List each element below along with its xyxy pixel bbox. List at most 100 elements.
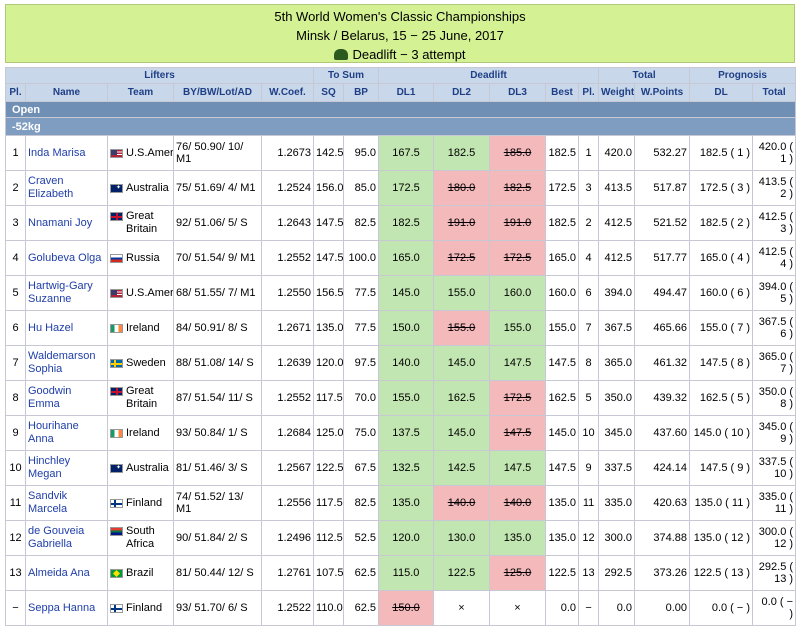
wcoef-cell: 1.2496 xyxy=(260,520,315,556)
wpoints-cell: 0.00 xyxy=(634,590,691,626)
dl2-cell: 172.5 xyxy=(433,240,491,276)
flag-ru-icon xyxy=(110,253,123,263)
team-name: Finland xyxy=(126,496,163,509)
best-cell: 135.0 xyxy=(545,520,580,556)
weight-cell: 367.5 xyxy=(598,310,636,346)
lifter-info: 76/ 50.90/ 10/ M1 xyxy=(173,135,262,171)
wcoef-cell: 1.2639 xyxy=(260,345,315,381)
wpoints-cell: 420.63 xyxy=(634,485,691,521)
wcoef-cell: 1.2556 xyxy=(260,485,315,521)
results-table: Lifters To Sum Deadlift Total Prognosis … xyxy=(4,67,797,626)
bp-cell: 67.5 xyxy=(343,450,380,486)
dl2-cell: 191.0 xyxy=(433,205,491,241)
team-name: Great Britain xyxy=(126,210,158,235)
team-cell: U.S.America xyxy=(107,135,174,171)
col-pl: Pl. xyxy=(5,83,26,102)
lifter-name-link[interactable]: Nnamani Joy xyxy=(25,205,108,241)
dl-place-cell: 1 xyxy=(578,135,600,171)
sq-cell: 147.5 xyxy=(313,205,345,241)
table-row: 3 Nnamani Joy Great Britain 92/ 51.06/ 5/ S… xyxy=(5,205,797,241)
team-cell: Australia xyxy=(107,450,174,486)
wcoef-cell: 1.2671 xyxy=(260,310,315,346)
wpoints-cell: 437.60 xyxy=(634,415,691,451)
place: 3 xyxy=(5,205,26,241)
dl2-value: 155.0 xyxy=(447,322,476,334)
dl2-value: 180.0 xyxy=(447,182,476,194)
place: 6 xyxy=(5,310,26,346)
lifter-name-link[interactable]: Craven Elizabeth xyxy=(25,170,108,206)
bp-cell: 82.5 xyxy=(343,205,380,241)
wpoints-cell: 517.77 xyxy=(634,240,691,276)
bp-cell: 75.0 xyxy=(343,415,380,451)
weight-cell: 412.5 xyxy=(598,205,636,241)
dl3-cell: 155.0 xyxy=(489,310,547,346)
prognosis-total-cell: 300.0 ( 12 ) xyxy=(752,520,797,556)
wpoints-cell: 494.47 xyxy=(634,275,691,311)
event-label: Deadlift − 3 attempt xyxy=(352,47,466,62)
prognosis-dl-cell: 165.0 ( 4 ) xyxy=(689,240,754,276)
dl-place-cell: 10 xyxy=(578,415,600,451)
col-dl2: DL2 xyxy=(433,83,491,102)
col-bp: BP xyxy=(343,83,380,102)
weight-cell: 365.0 xyxy=(598,345,636,381)
dl1-cell: 135.0 xyxy=(378,485,435,521)
lifter-name-link[interactable]: Inda Marisa xyxy=(25,135,108,171)
lifter-name-link[interactable]: de Gouveia Gabriella xyxy=(25,520,108,556)
table-row: 4 Golubeva Olga Russia 70/ 51.54/ 9/ M1 1.25… xyxy=(5,240,797,276)
wcoef-cell: 1.2552 xyxy=(260,380,315,416)
dl2-cell: 145.0 xyxy=(433,415,491,451)
team-name: Australia xyxy=(126,461,169,474)
prognosis-total-cell: 367.5 ( 6 ) xyxy=(752,310,797,346)
flag-us-icon xyxy=(110,288,123,298)
dl3-value: 182.5 xyxy=(503,182,532,194)
lifter-name-link[interactable]: Hourihane Anna xyxy=(25,415,108,451)
best-cell: 162.5 xyxy=(545,380,580,416)
prognosis-dl-cell: 172.5 ( 3 ) xyxy=(689,170,754,206)
col-best: Best xyxy=(545,83,580,102)
best-cell: 182.5 xyxy=(545,205,580,241)
dl2-value: 140.0 xyxy=(447,497,476,509)
place: 8 xyxy=(5,380,26,416)
wpoints-cell: 517.87 xyxy=(634,170,691,206)
weight-cell: 420.0 xyxy=(598,135,636,171)
lifter-name-link[interactable]: Hu Hazel xyxy=(25,310,108,346)
bp-cell: 97.5 xyxy=(343,345,380,381)
col-team: Team xyxy=(107,83,174,102)
flag-au-icon xyxy=(110,182,123,195)
lifter-name-link[interactable]: Seppa Hanna xyxy=(25,590,108,626)
wcoef-cell: 1.2684 xyxy=(260,415,315,451)
prognosis-total-cell: 412.5 ( 4 ) xyxy=(752,240,797,276)
lifter-name-link[interactable]: Waldemarson Sophia xyxy=(25,345,108,381)
team-name: Great Britain xyxy=(126,385,158,410)
dl2-cell: 162.5 xyxy=(433,380,491,416)
flag-ie-icon xyxy=(110,428,123,438)
lifter-name-link[interactable]: Hinchley Megan xyxy=(25,450,108,486)
team-name: Finland xyxy=(126,601,163,614)
lifter-name-link[interactable]: Hartwig-Gary Suzanne xyxy=(25,275,108,311)
wcoef-cell: 1.2552 xyxy=(260,240,315,276)
prognosis-total-cell: 345.0 ( 9 ) xyxy=(752,415,797,451)
dl3-cell: 135.0 xyxy=(489,520,547,556)
col-wpoints: W.Points xyxy=(634,83,691,102)
sq-cell: 156.5 xyxy=(313,275,345,311)
prognosis-total-cell: 335.0 ( 11 ) xyxy=(752,485,797,521)
col-dl1: DL1 xyxy=(378,83,435,102)
lifter-name-link[interactable]: Sandvik Marcela xyxy=(25,485,108,521)
lifter-name-link[interactable]: Goodwin Emma xyxy=(25,380,108,416)
best-cell: 145.0 xyxy=(545,415,580,451)
dl1-cell: 132.5 xyxy=(378,450,435,486)
dl2-cell: × xyxy=(433,590,491,626)
place: 12 xyxy=(5,520,26,556)
wpoints-cell: 424.14 xyxy=(634,450,691,486)
team-cell: Great Britain xyxy=(107,380,174,416)
wpoints-cell: 373.26 xyxy=(634,555,691,591)
lifter-name-link[interactable]: Almeida Ana xyxy=(25,555,108,591)
dl3-cell: × xyxy=(489,590,547,626)
wcoef-cell: 1.2522 xyxy=(260,590,315,626)
lifter-name-link[interactable]: Golubeva Olga xyxy=(25,240,108,276)
sq-cell: 120.0 xyxy=(313,345,345,381)
wpoints-cell: 532.27 xyxy=(634,135,691,171)
